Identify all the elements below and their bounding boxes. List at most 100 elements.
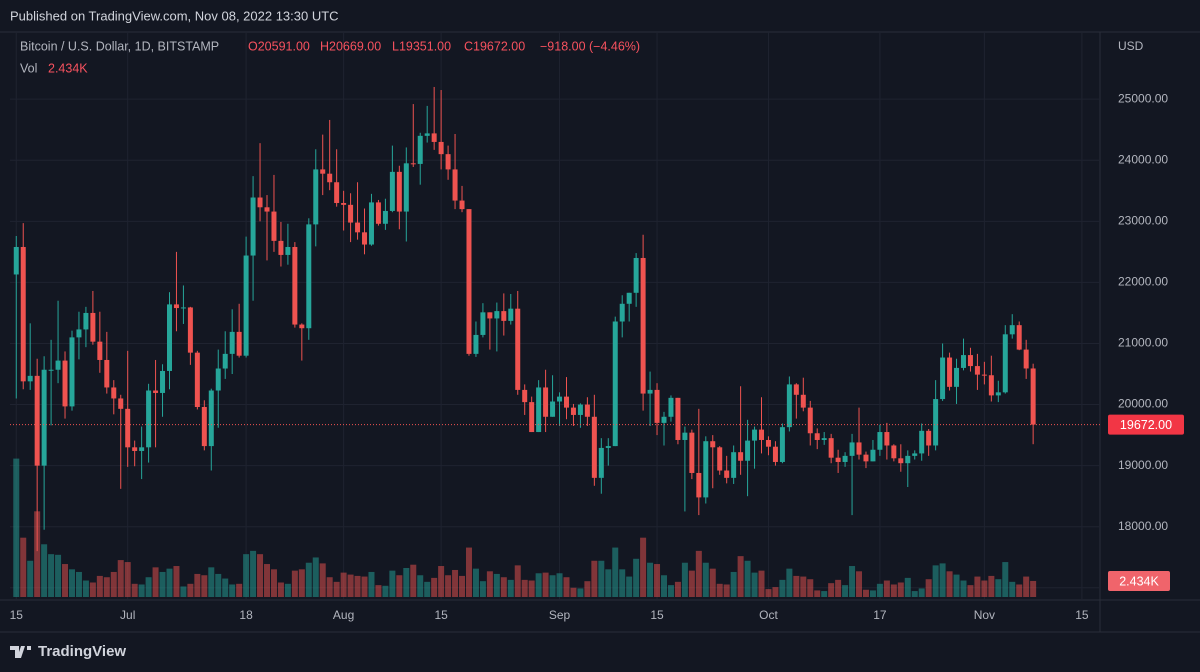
candle-body: [487, 312, 493, 319]
candle-body: [306, 224, 312, 329]
candle-body: [800, 394, 806, 408]
candle-body: [41, 369, 47, 466]
candle-body: [598, 447, 604, 478]
y-tick-label: 18000.00: [1118, 519, 1168, 533]
last-price-box: [1108, 414, 1184, 435]
volume-bar: [737, 556, 744, 597]
volume-bar: [535, 573, 542, 597]
volume-bar: [361, 576, 368, 597]
y-tick-label: 23000.00: [1118, 214, 1168, 228]
x-tick-label: Jul: [120, 608, 135, 622]
candle-body: [793, 384, 799, 395]
axes: 17000.0018000.0019000.0020000.0021000.00…: [10, 91, 1184, 622]
volume-bar: [236, 583, 243, 597]
volume-bar: [591, 560, 598, 597]
volume-bar: [988, 575, 995, 597]
candle-body: [97, 341, 103, 360]
candle-body: [146, 390, 152, 448]
candle-body: [215, 368, 221, 391]
candle-body: [194, 352, 200, 408]
volume-bar: [751, 572, 758, 597]
candle-body: [738, 452, 744, 461]
volume-bar: [194, 573, 201, 597]
volume-bar: [243, 554, 250, 597]
candle-body: [849, 442, 855, 456]
candle-body: [612, 321, 618, 447]
candle-body: [48, 369, 54, 371]
volume-bar: [312, 557, 319, 597]
y-tick-label: 25000.00: [1118, 91, 1168, 105]
volume-bar: [68, 569, 75, 597]
volume-bar: [1016, 584, 1023, 597]
candle-body: [452, 169, 458, 201]
volume-bar: [598, 560, 605, 597]
volume-bar: [862, 589, 869, 597]
volume-bar: [619, 569, 626, 597]
candle-body: [396, 171, 402, 212]
volume-bar: [925, 579, 932, 597]
candle-body: [752, 429, 758, 441]
candle-body: [27, 375, 33, 382]
volume-bar: [96, 575, 103, 597]
candle-body: [132, 447, 138, 451]
last-volume-label: 2.434K: [1119, 574, 1159, 588]
legend-high: H20669.00: [320, 39, 381, 53]
volume-bar: [410, 564, 417, 597]
candle-body: [410, 163, 416, 165]
x-tick-label: Oct: [759, 608, 778, 622]
volume-bar: [326, 577, 333, 597]
volume-bar: [918, 588, 925, 597]
volume-bar: [103, 577, 110, 597]
volume-bar: [793, 575, 800, 597]
candle-body: [1023, 349, 1029, 369]
volume-bar: [577, 588, 584, 597]
candle-body: [668, 397, 674, 417]
candle-body: [76, 329, 82, 338]
candle-body: [501, 311, 507, 321]
x-tick-label: Nov: [974, 608, 995, 622]
candle-body: [125, 408, 131, 448]
candle-body: [341, 203, 347, 205]
volume-bar: [521, 579, 528, 597]
candle-body: [884, 432, 890, 446]
volume-bar: [681, 562, 688, 597]
candle-body: [375, 202, 381, 224]
candle-body: [20, 246, 26, 382]
volume-bar: [208, 567, 215, 597]
volume-bar: [27, 560, 34, 597]
volume-bar: [445, 575, 452, 597]
candle-body: [327, 173, 333, 183]
volume-bar: [549, 575, 556, 597]
volume-bar: [730, 571, 737, 597]
volume-bar: [264, 564, 271, 597]
volume-bar: [821, 591, 828, 597]
volume-bar: [786, 568, 793, 597]
candle-body: [898, 458, 904, 464]
volume-bar: [981, 580, 988, 597]
candle-body: [166, 304, 172, 371]
candle-body: [960, 355, 966, 368]
volume-bar: [835, 579, 842, 597]
candle-body: [591, 416, 597, 478]
legend-low: L19351.00: [392, 39, 451, 53]
candle-body: [264, 207, 270, 212]
candle-body: [710, 441, 716, 448]
legend-close: C19672.00: [464, 39, 525, 53]
volume-bar: [1002, 562, 1009, 597]
x-tick-label: 18: [239, 608, 253, 622]
candle-body: [55, 360, 61, 370]
candle-body: [682, 432, 688, 440]
candle-body: [320, 169, 326, 174]
last-volume-box: [1108, 570, 1170, 591]
volume-bar: [709, 568, 716, 597]
candle-body: [905, 455, 911, 464]
volume-bar: [640, 537, 647, 597]
candle-body: [403, 163, 409, 212]
volume-bar: [375, 585, 382, 597]
volume-bar: [459, 575, 466, 597]
candle-body: [104, 359, 110, 388]
volume-bar: [946, 571, 953, 597]
y-tick-label: 19000.00: [1118, 458, 1168, 472]
volume-bar: [110, 571, 117, 597]
